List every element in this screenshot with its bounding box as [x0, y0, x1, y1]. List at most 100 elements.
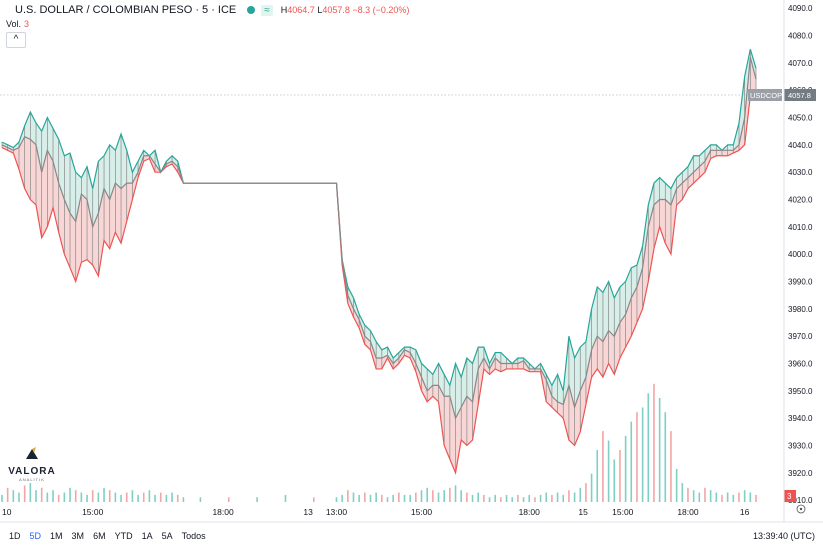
volume-bar	[505, 494, 508, 502]
volume-bar	[721, 494, 723, 502]
volume-legend: Vol. 3	[6, 19, 29, 29]
volume-bar	[131, 490, 134, 502]
logo-sub: ANALITIK	[19, 477, 45, 482]
volume-bar	[335, 497, 338, 502]
volume-bar	[125, 492, 128, 502]
y-tick-label: 3990.0	[788, 277, 813, 286]
volume-bar	[738, 492, 740, 502]
data-type-badge[interactable]: ≈	[261, 4, 273, 16]
volume-label-value: 3	[787, 492, 792, 501]
volume-bar	[522, 497, 525, 502]
volume-bar	[585, 483, 587, 502]
volume-bar	[1, 494, 3, 502]
volume-bar	[341, 494, 343, 502]
volume-bar	[154, 494, 156, 502]
volume-bar	[471, 494, 474, 502]
volume-bar	[74, 490, 77, 502]
volume-bar	[511, 497, 514, 502]
volume-bar	[460, 490, 463, 502]
x-tick-label: 18:00	[519, 507, 541, 517]
timeframe-5d[interactable]: 5D	[29, 531, 42, 541]
volume-bar	[613, 459, 616, 502]
volume-bar	[687, 487, 689, 502]
volume-bar	[69, 487, 71, 502]
volume-bar	[63, 492, 66, 502]
volume-bar	[52, 490, 54, 502]
volume-bar	[755, 494, 757, 502]
volume-bar	[726, 492, 729, 502]
timeframe-3m[interactable]: 3M	[71, 531, 85, 541]
market-status-icon	[247, 6, 256, 14]
chart-header: U.S. DOLLAR / COLOMBIAN PESO · 5 · ICE ≈…	[0, 0, 409, 20]
timeframe-bar: 1D 5D 1M 3M 6M YTD 1A 5A Todos 13:39:40 (UTC)	[0, 527, 823, 545]
volume-bar	[551, 494, 553, 502]
x-tick-label: 18:00	[212, 507, 234, 517]
y-tick-label: 3940.0	[788, 414, 813, 423]
volume-bar	[284, 494, 287, 502]
volume-bar	[57, 494, 60, 502]
y-tick-label: 3920.0	[788, 469, 813, 478]
y-tick-label: 4050.0	[788, 114, 813, 123]
volume-bar	[579, 487, 582, 502]
settings-icon[interactable]	[796, 504, 806, 514]
x-tick-label: 15:00	[411, 507, 433, 517]
volume-bar	[454, 485, 457, 502]
volume-bar	[647, 393, 650, 502]
volume-bar	[256, 497, 258, 502]
y-tick-label: 3930.0	[788, 441, 813, 450]
timeframe-5a[interactable]: 5A	[161, 531, 173, 541]
logo-brand: VALORA	[8, 466, 56, 477]
volume-bar	[545, 492, 548, 502]
volume-bar	[6, 487, 9, 502]
volume-bar	[35, 490, 37, 502]
volume-bar	[732, 494, 735, 502]
volume-bar	[398, 492, 400, 502]
y-tick-label: 3960.0	[788, 359, 813, 368]
volume-bar	[568, 490, 570, 502]
timeframe-todos[interactable]: Todos	[181, 531, 206, 541]
price-label: USDCOP 4057.8	[748, 89, 816, 101]
y-tick-label: 4030.0	[788, 168, 813, 177]
timeframe-1a[interactable]: 1A	[141, 531, 153, 541]
volume-bar	[108, 490, 111, 502]
timeframe-1m[interactable]: 1M	[50, 531, 63, 541]
timeframe-6m[interactable]: 6M	[93, 531, 106, 541]
timeframe-ytd[interactable]: YTD	[114, 531, 133, 541]
volume-bar	[46, 492, 49, 502]
volume-bar	[426, 487, 428, 502]
symbol-title[interactable]: U.S. DOLLAR / COLOMBIAN PESO · 5 · ICE	[15, 4, 237, 16]
y-tick-label: 3980.0	[788, 305, 813, 314]
volume-bar	[449, 487, 451, 502]
volume-legend-value: 3	[24, 19, 30, 29]
change-value: −8.3 (−0.20%)	[352, 5, 410, 15]
timeframe-1d[interactable]: 1D	[9, 531, 21, 541]
volume-bar	[392, 494, 394, 502]
volume-bar	[692, 490, 695, 502]
volume-bar	[120, 494, 122, 502]
volume-bar	[466, 492, 468, 502]
volume-bar	[97, 492, 100, 502]
volume-bar	[749, 492, 752, 502]
volume-bar	[602, 431, 604, 502]
y-tick-label: 3950.0	[788, 387, 813, 396]
x-tick-label: 15:00	[612, 507, 634, 517]
collapse-legend-button[interactable]: ^	[6, 32, 26, 48]
volume-bar	[313, 497, 315, 502]
volume-bar	[477, 492, 480, 502]
volume-bar	[381, 494, 383, 502]
ohlc-values: H4064.7 L4057.8 −8.3 (−0.20%)	[281, 5, 410, 15]
volume-bar	[86, 494, 88, 502]
volume-bar	[364, 492, 366, 502]
volume-bar	[443, 490, 445, 502]
volume-bar	[12, 490, 15, 502]
x-tick-label: 13:00	[326, 507, 348, 517]
volume-bar	[29, 483, 32, 502]
volume-bar	[675, 468, 678, 502]
low-value: 4057.8	[322, 5, 350, 15]
volume-bar	[23, 485, 26, 502]
volume-bar	[607, 440, 610, 502]
x-tick-label: 10	[2, 507, 12, 517]
volume-bar	[709, 490, 712, 502]
volume-bar	[483, 494, 485, 502]
